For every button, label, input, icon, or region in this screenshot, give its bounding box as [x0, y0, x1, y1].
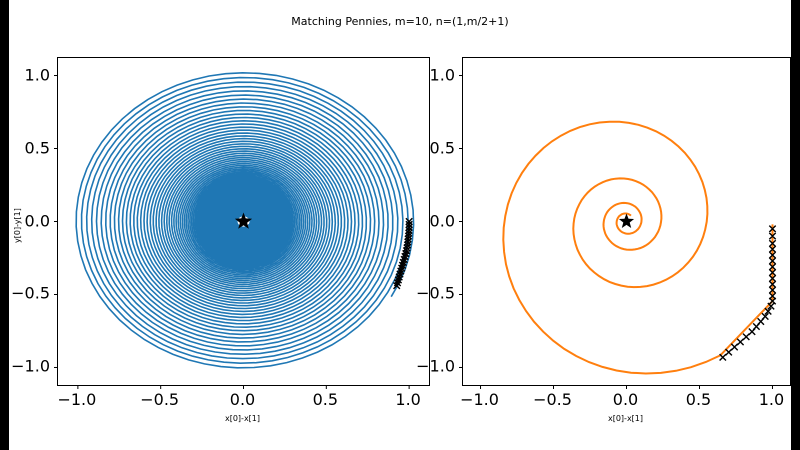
y-tick-label: 0.0: [429, 211, 455, 230]
figure-canvas: Matching Pennies, m=10, n=(1,m/2+1) x[0]…: [9, 0, 791, 450]
y-tick-label: 0.5: [429, 138, 455, 157]
letterbox-left: [0, 0, 9, 450]
left-yaxis-label: y[0]-y[1]: [13, 208, 22, 243]
y-tick-label: −0.5: [416, 283, 455, 303]
x-tick-label: 0.5: [312, 390, 339, 409]
y-tick-label: −1.0: [11, 356, 50, 376]
x-tick-label: 1.0: [758, 390, 785, 409]
figure-title: Matching Pennies, m=10, n=(1,m/2+1): [291, 15, 509, 28]
equilibrium-star: [618, 213, 635, 228]
x-tick-label: 0.0: [612, 390, 639, 409]
y-tick-label: 1.0: [24, 65, 50, 85]
plot-area-right: [459, 75, 777, 389]
right-plot-axes: [459, 57, 791, 389]
y-tick-label: 0.5: [24, 138, 50, 157]
x-tick-label: 0.5: [685, 390, 712, 409]
x-tick-label: −1.0: [57, 390, 97, 409]
right-xaxis-label: x[0]-x[1]: [607, 414, 644, 423]
x-tick-label: −1.0: [460, 390, 499, 409]
recent-iterates-markers: [719, 225, 777, 361]
plot-area-left: [54, 71, 415, 389]
trajectory-spiral-orange: [502, 120, 721, 375]
trajectory-spiral-blue: [75, 71, 415, 369]
y-tick-label: −0.5: [11, 283, 50, 303]
x-tick-label: −0.5: [140, 390, 180, 409]
x-tick-label: −0.5: [533, 390, 572, 409]
x-tick-label: 0.0: [229, 390, 256, 409]
letterbox-right: [791, 0, 800, 450]
recent-iterates-markers: [393, 217, 413, 290]
x-tick-label: 1.0: [395, 390, 421, 409]
y-tick-label: 0.0: [24, 211, 50, 230]
y-tick-label: −1.0: [416, 356, 455, 376]
y-tick-label: 1.0: [429, 65, 455, 85]
left-plot-axes: [54, 57, 430, 389]
left-xaxis-label: x[0]-x[1]: [224, 414, 261, 423]
equilibrium-star: [234, 212, 253, 229]
